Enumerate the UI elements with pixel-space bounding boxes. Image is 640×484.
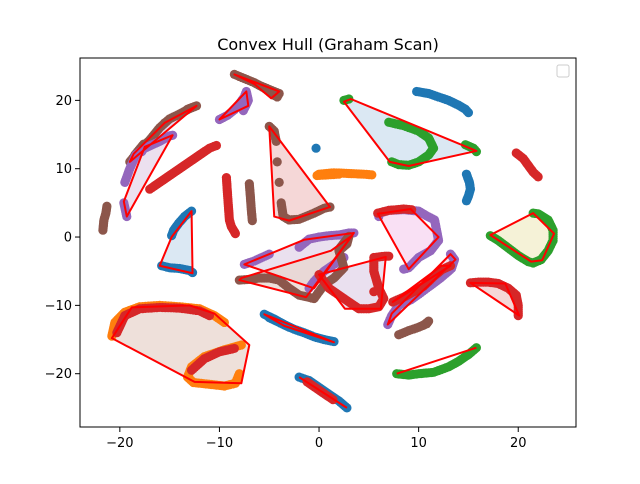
data-point (334, 169, 344, 179)
data-point (199, 147, 210, 157)
hull-fill (269, 126, 330, 221)
y-tick-label: 10 (55, 162, 72, 177)
data-point (461, 196, 472, 206)
data-point (311, 143, 321, 153)
hull-edge (318, 255, 387, 310)
hull-edge (376, 208, 440, 271)
hull-edge (386, 253, 457, 326)
y-tick-label: −10 (45, 299, 72, 314)
hull-edge (391, 264, 452, 303)
hull-edge (233, 73, 281, 100)
data-point (533, 172, 543, 182)
data-point (247, 216, 257, 226)
chart-title: Convex Hull (Graham Scan) (217, 35, 439, 54)
hull-edge-layer (110, 73, 556, 409)
x-tick-label: −20 (106, 436, 133, 451)
x-tick-label: −10 (206, 436, 233, 451)
x-tick-label: 0 (315, 436, 323, 451)
hull-edge (128, 104, 198, 163)
hull-edge (469, 281, 521, 317)
hull-edge (243, 231, 355, 290)
hull-edge (268, 125, 331, 222)
hull-edge (110, 304, 251, 385)
data-point (419, 320, 429, 330)
data-point (367, 170, 377, 180)
hull-fill (377, 209, 439, 270)
legend-box (556, 64, 570, 78)
data-point (369, 287, 379, 297)
hull-edge (238, 234, 353, 299)
hull-edge (122, 134, 174, 218)
data-point (272, 157, 282, 167)
plot-frame (79, 57, 577, 428)
data-point (211, 140, 222, 151)
y-tick-label: 0 (64, 231, 72, 246)
data-point (234, 369, 244, 379)
hull-fill (490, 213, 555, 262)
x-tick-label: 20 (510, 436, 527, 451)
x-tick-label: 10 (410, 436, 427, 451)
y-tick-label: 20 (55, 94, 72, 109)
hull-edge (489, 212, 556, 263)
data-point (230, 229, 240, 239)
hull-edge (298, 376, 348, 409)
hull-edge (158, 210, 194, 275)
data-point (102, 201, 112, 211)
data-point (229, 343, 239, 354)
data-point (274, 177, 284, 187)
hull-fill (159, 211, 193, 274)
data-point (463, 108, 474, 118)
hull-edge (263, 313, 335, 344)
y-tick-label: −20 (45, 367, 72, 382)
hull-edge (342, 98, 478, 167)
hull-edge (396, 346, 477, 375)
y-axis: −20 −10 0 10 20 (45, 94, 80, 382)
hull-fill (111, 305, 250, 384)
x-axis: −20 −10 0 10 20 (106, 427, 527, 451)
hull-edge (218, 90, 250, 121)
data-point (399, 264, 409, 274)
